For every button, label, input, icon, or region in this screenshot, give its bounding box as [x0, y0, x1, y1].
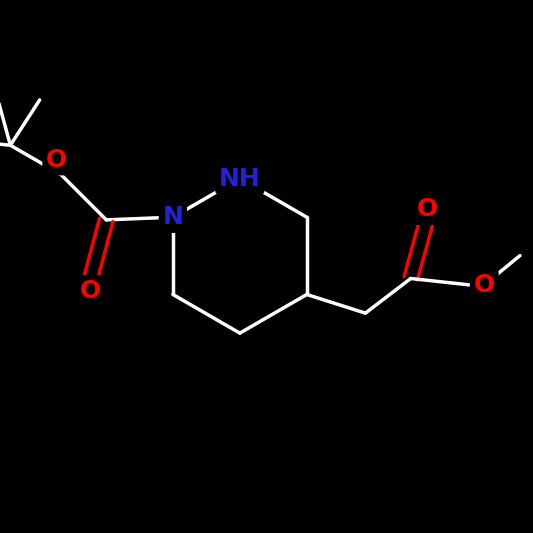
- Text: NH: NH: [219, 166, 261, 191]
- Text: O: O: [474, 273, 495, 297]
- Text: O: O: [79, 279, 101, 303]
- Text: N: N: [163, 205, 183, 229]
- Text: O: O: [46, 148, 67, 172]
- Text: O: O: [417, 197, 439, 221]
